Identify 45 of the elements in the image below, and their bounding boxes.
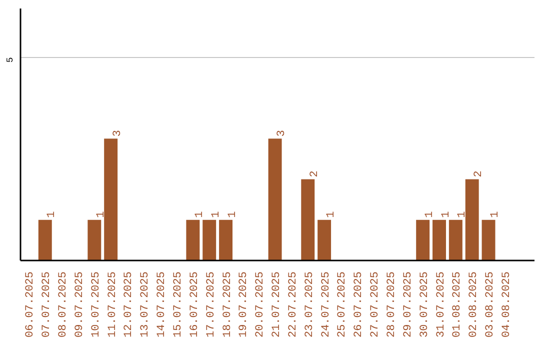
x-tick-label: 28.07.2025 (386, 271, 398, 338)
data-label: 3 (112, 130, 124, 137)
x-tick-label: 31.07.2025 (435, 271, 448, 338)
y-tick-label: 5 (6, 57, 16, 63)
data-label: 1 (194, 210, 206, 218)
x-tick-label: 20.07.2025 (254, 271, 267, 338)
x-tick-label: 18.07.2025 (222, 271, 234, 338)
x-tick-label: 12.07.2025 (123, 271, 136, 338)
x-tick-label: 30.07.2025 (418, 271, 431, 338)
data-label: 2 (473, 170, 486, 178)
x-tick-label: 08.07.2025 (58, 271, 70, 338)
x-tick-label: 15.07.2025 (172, 271, 185, 338)
x-tick-label: 21.07.2025 (271, 271, 284, 338)
x-tick-label: 22.07.2025 (287, 271, 300, 338)
x-tick-label: 06.07.2025 (24, 271, 37, 338)
data-label: 1 (424, 210, 436, 218)
x-tick-label: 17.07.2025 (205, 271, 218, 338)
x-tick-label: 11.07.2025 (106, 271, 119, 338)
x-tick-label: 23.07.2025 (304, 271, 316, 338)
x-tick-label: 24.07.2025 (320, 271, 332, 338)
x-tick-label: 16.07.2025 (188, 271, 201, 338)
x-tick-label: 10.07.2025 (90, 271, 102, 338)
x-tick-label: 02.08.2025 (468, 271, 480, 338)
x-tick-label: 29.07.2025 (402, 271, 414, 338)
data-label: 3 (276, 130, 288, 137)
x-tick-label: 03.08.2025 (484, 271, 497, 338)
x-tick-label: 07.07.2025 (41, 271, 54, 338)
data-label: 1 (46, 210, 58, 218)
data-label: 1 (95, 210, 108, 218)
x-tick-label: 26.07.2025 (353, 271, 366, 338)
x-tick-label: 09.07.2025 (74, 271, 86, 338)
data-label: 1 (226, 210, 239, 218)
data-label: 2 (308, 170, 321, 178)
x-tick-label: 13.07.2025 (140, 271, 152, 338)
x-tick-label: 04.08.2025 (500, 271, 513, 338)
data-label: 1 (440, 210, 452, 218)
data-label: 1 (325, 210, 338, 218)
x-tick-label: 19.07.2025 (238, 271, 250, 338)
data-label: 1 (456, 210, 469, 218)
x-tick-label: 01.08.2025 (452, 271, 464, 338)
x-tick-label: 25.07.2025 (336, 271, 349, 338)
x-tick-label: 14.07.2025 (156, 271, 168, 338)
x-tick-label: 27.07.2025 (370, 271, 382, 338)
data-label: 1 (490, 210, 502, 218)
data-label: 1 (210, 210, 222, 218)
